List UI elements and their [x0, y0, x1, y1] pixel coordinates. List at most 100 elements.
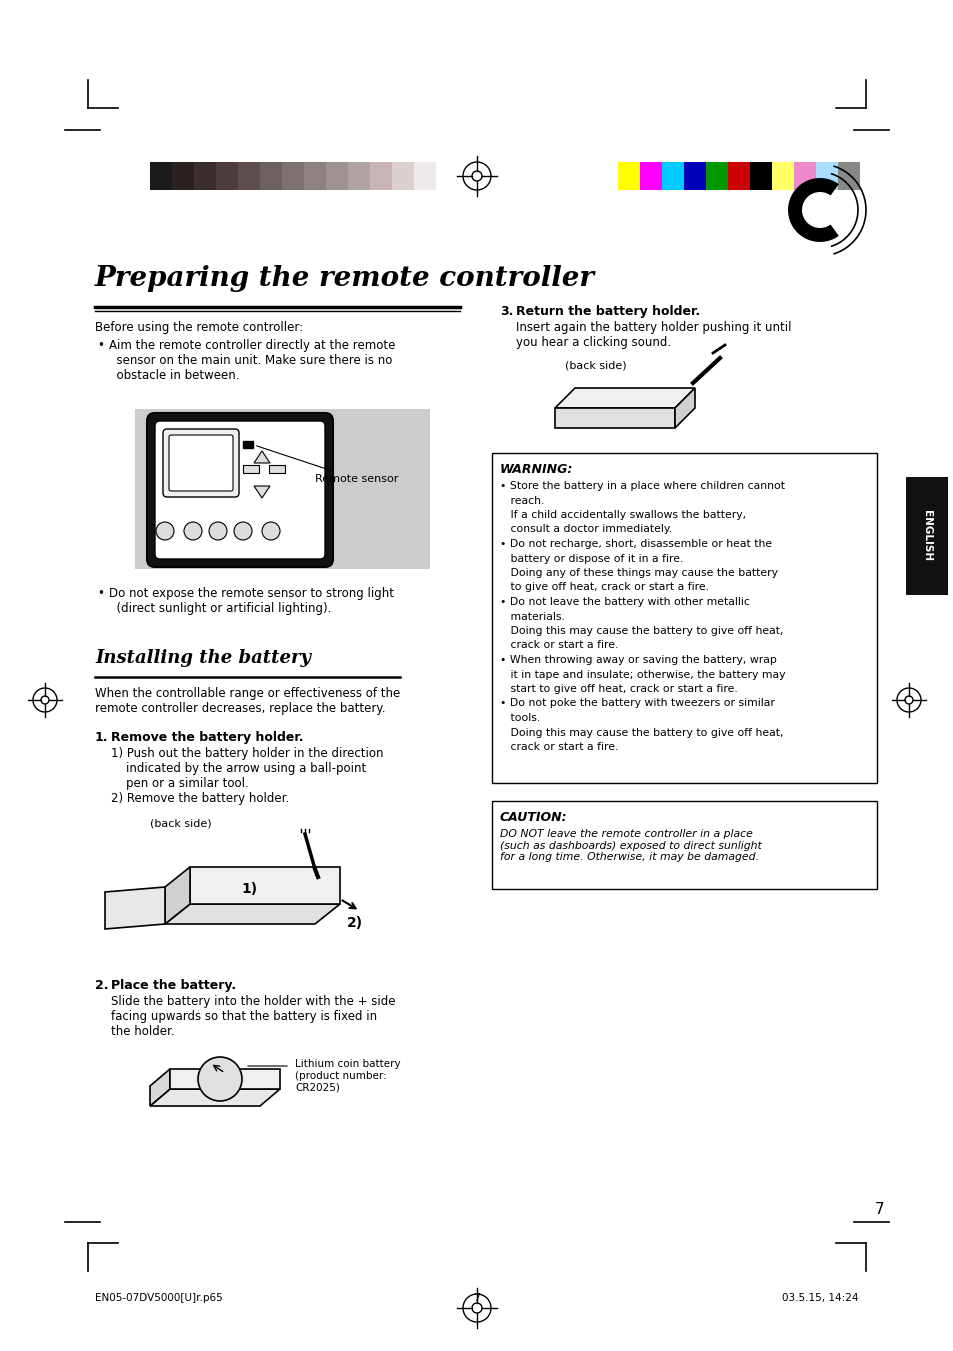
Text: 2.: 2. [95, 979, 109, 992]
Text: Return the battery holder.: Return the battery holder. [516, 305, 700, 317]
Polygon shape [555, 388, 695, 408]
Bar [193, 162, 215, 190]
Bar [749, 162, 771, 190]
Text: • Store the battery in a place where children cannot: • Store the battery in a place where chi… [499, 481, 784, 490]
Circle shape [184, 521, 202, 540]
Text: Insert again the battery holder pushing it until
you hear a clicking sound.: Insert again the battery holder pushing … [516, 322, 791, 349]
Polygon shape [675, 388, 695, 428]
FancyBboxPatch shape [154, 422, 325, 559]
Bar [215, 162, 237, 190]
Text: Preparing the remote controller: Preparing the remote controller [95, 265, 595, 292]
Text: If a child accidentally swallows the battery,: If a child accidentally swallows the bat… [499, 509, 745, 520]
Bar [727, 162, 749, 190]
Text: start to give off heat, crack or start a fire.: start to give off heat, crack or start a… [499, 684, 737, 694]
Text: 1): 1) [242, 882, 258, 896]
Bar [135, 409, 430, 569]
Polygon shape [190, 867, 339, 904]
Polygon shape [165, 867, 190, 924]
Bar [414, 162, 436, 190]
Text: EN05-07DV5000[U]r.p65: EN05-07DV5000[U]r.p65 [95, 1293, 222, 1302]
Text: to give off heat, crack or start a fire.: to give off heat, crack or start a fire. [499, 582, 708, 593]
Bar [237, 162, 260, 190]
Bar [905, 477, 947, 594]
Bar [705, 162, 727, 190]
Text: materials.: materials. [499, 612, 564, 621]
Polygon shape [105, 888, 165, 929]
Bar [172, 162, 193, 190]
Circle shape [233, 521, 252, 540]
Text: 7: 7 [874, 1202, 883, 1217]
Bar [492, 801, 876, 889]
Text: Doing any of these things may cause the battery: Doing any of these things may cause the … [499, 567, 778, 578]
Bar [304, 162, 326, 190]
Text: 03.5.15, 14:24: 03.5.15, 14:24 [781, 1293, 858, 1302]
Polygon shape [150, 1089, 280, 1106]
Bar [260, 162, 282, 190]
Circle shape [156, 521, 173, 540]
Text: Remote sensor: Remote sensor [256, 446, 398, 484]
Text: Remove the battery holder.: Remove the battery holder. [111, 731, 303, 744]
Text: DO NOT leave the remote controller in a place
(such as dashboards) exposed to di: DO NOT leave the remote controller in a … [499, 830, 760, 862]
FancyBboxPatch shape [169, 435, 233, 490]
Polygon shape [170, 1069, 280, 1089]
Circle shape [198, 1056, 242, 1101]
Bar [815, 162, 837, 190]
Text: it in tape and insulate; otherwise, the battery may: it in tape and insulate; otherwise, the … [499, 670, 784, 680]
Bar [771, 162, 793, 190]
Text: battery or dispose of it in a fire.: battery or dispose of it in a fire. [499, 554, 682, 563]
Bar [243, 465, 258, 473]
Text: Doing this may cause the battery to give off heat,: Doing this may cause the battery to give… [499, 626, 782, 636]
Polygon shape [150, 1069, 170, 1106]
Bar [150, 162, 172, 190]
Polygon shape [165, 904, 339, 924]
Text: (back side): (back side) [564, 359, 626, 370]
Text: • Do not recharge, short, disassemble or heat the: • Do not recharge, short, disassemble or… [499, 539, 771, 549]
Text: •: • [97, 339, 104, 353]
Text: When the controllable range or effectiveness of the
remote controller decreases,: When the controllable range or effective… [95, 688, 400, 715]
Circle shape [262, 521, 280, 540]
Bar [282, 162, 304, 190]
Bar [370, 162, 392, 190]
Text: Slide the battery into the holder with the + side
facing upwards so that the bat: Slide the battery into the holder with t… [111, 994, 395, 1038]
Bar [618, 162, 639, 190]
Bar [392, 162, 414, 190]
Text: reach.: reach. [499, 496, 544, 505]
FancyBboxPatch shape [147, 413, 333, 567]
Text: • When throwing away or saving the battery, wrap: • When throwing away or saving the batte… [499, 655, 776, 665]
Bar [793, 162, 815, 190]
Text: Lithium coin battery
(product number:
CR2025): Lithium coin battery (product number: CR… [294, 1059, 400, 1092]
Text: Doing this may cause the battery to give off heat,: Doing this may cause the battery to give… [499, 727, 782, 738]
Text: Do not expose the remote sensor to strong light
  (direct sunlight or artificial: Do not expose the remote sensor to stron… [109, 586, 394, 615]
Bar [492, 453, 876, 784]
FancyBboxPatch shape [163, 430, 239, 497]
Text: Before using the remote controller:: Before using the remote controller: [95, 322, 303, 334]
Text: crack or start a fire.: crack or start a fire. [499, 742, 618, 753]
Text: 7: 7 [473, 1293, 480, 1302]
Polygon shape [253, 451, 270, 463]
Text: •: • [97, 586, 104, 600]
Bar [348, 162, 370, 190]
Bar [326, 162, 348, 190]
Text: 3.: 3. [499, 305, 513, 317]
Text: 1.: 1. [95, 731, 109, 744]
Bar [683, 162, 705, 190]
Bar [639, 162, 661, 190]
Circle shape [209, 521, 227, 540]
Bar [837, 162, 859, 190]
Text: • Do not poke the battery with tweezers or similar: • Do not poke the battery with tweezers … [499, 698, 774, 708]
Bar [661, 162, 683, 190]
Polygon shape [787, 178, 838, 242]
Text: • Do not leave the battery with other metallic: • Do not leave the battery with other me… [499, 597, 749, 607]
Text: tools.: tools. [499, 713, 539, 723]
Text: Aim the remote controller directly at the remote
  sensor on the main unit. Make: Aim the remote controller directly at th… [109, 339, 395, 382]
Text: Installing the battery: Installing the battery [95, 648, 311, 667]
Polygon shape [253, 486, 270, 499]
Polygon shape [555, 408, 675, 428]
Text: CAUTION:: CAUTION: [499, 811, 567, 824]
Text: consult a doctor immediately.: consult a doctor immediately. [499, 524, 672, 535]
Text: crack or start a fire.: crack or start a fire. [499, 640, 618, 650]
Text: Place the battery.: Place the battery. [111, 979, 236, 992]
Text: ENGLISH: ENGLISH [921, 511, 931, 562]
Bar [243, 440, 253, 449]
Text: (back side): (back side) [150, 819, 212, 830]
